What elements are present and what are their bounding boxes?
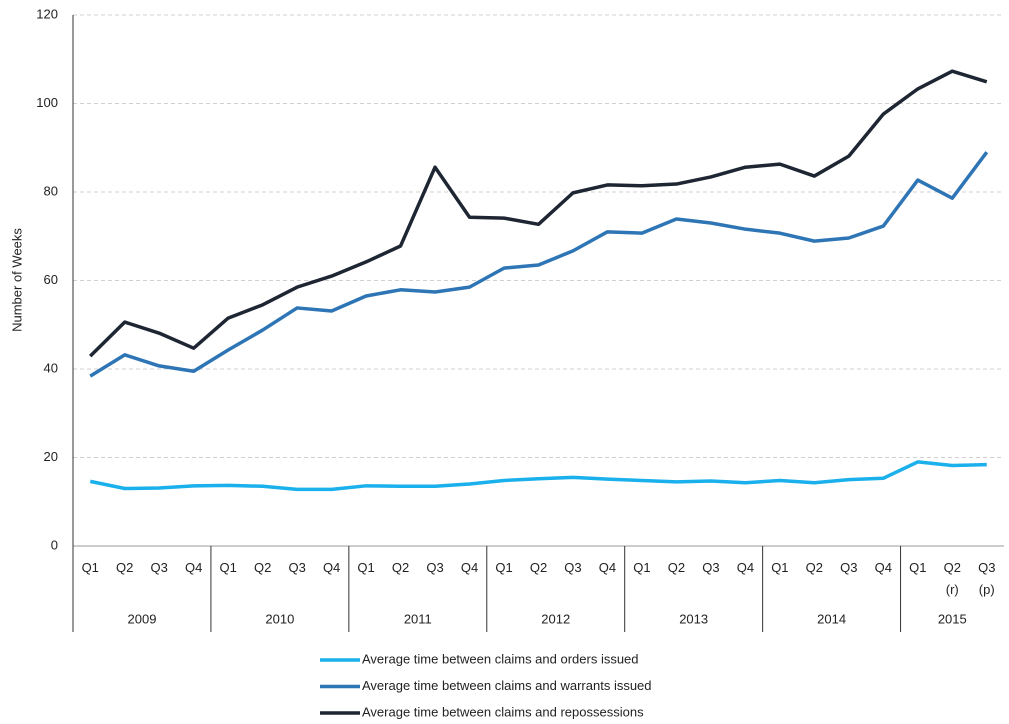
- year-label: 2013: [679, 611, 708, 626]
- legend-label: Average time between claims and orders i…: [362, 651, 639, 666]
- y-tick-label: 120: [36, 6, 58, 21]
- x-tick-label: Q4: [322, 560, 341, 575]
- x-tick-label: Q3: [288, 560, 306, 575]
- y-tick-label: 20: [44, 449, 58, 464]
- x-tick-label: Q2: [529, 560, 548, 575]
- year-label: 2010: [265, 611, 294, 626]
- y-axis-label: Number of Weeks: [9, 228, 24, 332]
- x-tick-label: Q4: [460, 560, 479, 575]
- year-label: 2012: [541, 611, 570, 626]
- x-tick-label: Q3 (p): [978, 560, 996, 597]
- x-tick-label: Q2: [253, 560, 272, 575]
- x-tick-label: Q1: [909, 560, 927, 575]
- year-label: 2011: [404, 611, 432, 626]
- year-label: 2015: [938, 611, 967, 626]
- x-tick-label: Q2: [667, 560, 686, 575]
- legend-label: Average time between claims and warrants…: [362, 678, 652, 693]
- x-tick-label: Q3: [702, 560, 720, 575]
- y-tick-label: 60: [44, 272, 58, 287]
- x-tick-label: Q3: [564, 560, 582, 575]
- x-tick-label: Q4: [736, 560, 755, 575]
- x-tick-label: Q1: [633, 560, 651, 575]
- x-tick-label: Q1: [495, 560, 513, 575]
- x-tick-label: Q1: [771, 560, 789, 575]
- x-tick-label: Q2: [391, 560, 410, 575]
- x-tick-label: Q3: [150, 560, 168, 575]
- x-tick-label: Q2: [805, 560, 824, 575]
- y-tick-label: 100: [36, 95, 58, 110]
- y-tick-label: 0: [51, 537, 58, 552]
- x-tick-label: Q4: [874, 560, 892, 575]
- year-label: 2009: [128, 611, 157, 626]
- x-tick-label: Q2: [116, 560, 134, 575]
- x-tick-label: Q1: [81, 560, 99, 575]
- x-tick-label: Q3: [426, 560, 444, 575]
- x-tick-label: Q4: [598, 560, 617, 575]
- x-tick-label: Q1: [357, 560, 375, 575]
- series-line: [89, 151, 989, 378]
- year-label: 2014: [817, 611, 846, 626]
- x-tick-label: Q2 (r): [943, 560, 961, 597]
- y-tick-label: 80: [44, 183, 58, 198]
- y-tick-label: 40: [44, 360, 58, 375]
- series-line: [89, 460, 987, 492]
- x-tick-label: Q4: [185, 560, 203, 575]
- legend-label: Average time between claims and reposses…: [362, 704, 644, 719]
- x-tick-label: Q3: [840, 560, 858, 575]
- series-line: [89, 69, 988, 358]
- x-tick-label: Q1: [219, 560, 237, 575]
